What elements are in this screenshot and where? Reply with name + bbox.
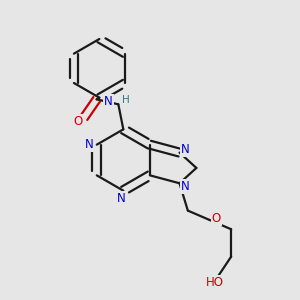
Text: N: N <box>117 191 126 205</box>
Text: N: N <box>85 138 94 151</box>
Text: O: O <box>212 212 221 225</box>
Text: N: N <box>181 180 190 193</box>
Text: N: N <box>181 143 190 156</box>
Text: H: H <box>122 95 130 105</box>
Text: N: N <box>104 95 113 108</box>
Text: HO: HO <box>206 276 224 289</box>
Text: O: O <box>74 115 82 128</box>
